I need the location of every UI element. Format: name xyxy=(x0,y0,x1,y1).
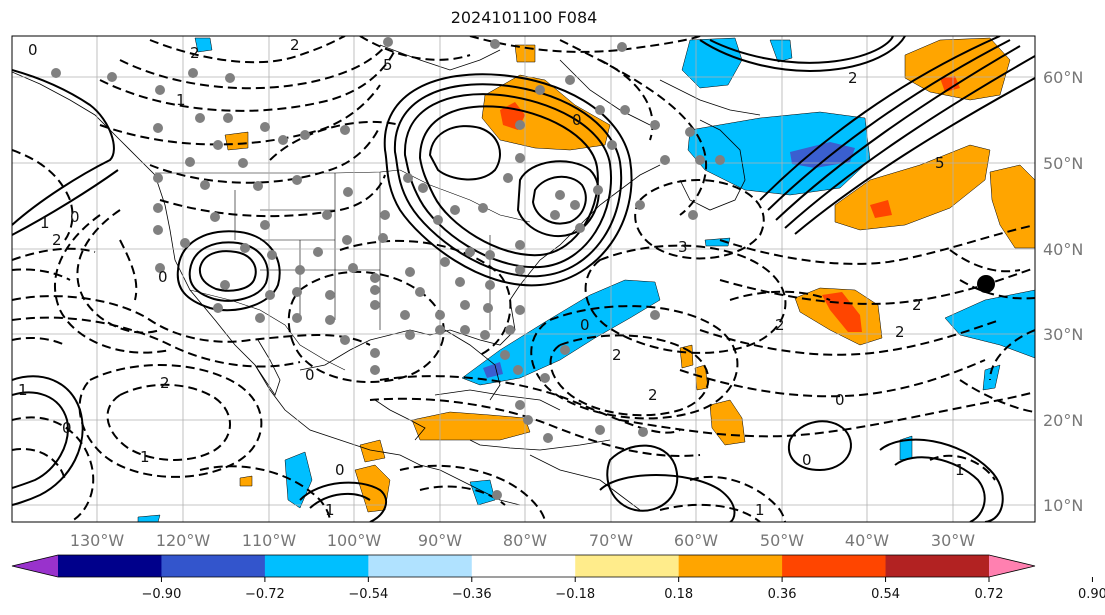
lon-label: 90°W xyxy=(418,531,462,550)
contour-label: 1 xyxy=(140,448,150,466)
contour-label: 0 xyxy=(572,111,582,129)
lon-label: 60°W xyxy=(674,531,718,550)
longitude-labels: 130°W 120°W 110°W 100°W 90°W 80°W 70°W 6… xyxy=(70,531,975,550)
contour-label: 0 xyxy=(802,451,812,469)
contour-label: 0 xyxy=(158,268,168,286)
lon-label: 110°W xyxy=(242,531,297,550)
lon-label: 130°W xyxy=(70,531,125,550)
station-markers xyxy=(51,37,725,500)
contour-label: 0 xyxy=(62,419,72,437)
colorbar-segment xyxy=(471,555,576,577)
contour-labels: 0 2 1 5 2 0 2 0 1 0 0 0 1 2 0 0 1 2 2 2 … xyxy=(18,36,965,519)
lon-label: 30°W xyxy=(931,531,975,550)
colorbar-segment xyxy=(368,555,473,577)
contour-label: 0 xyxy=(835,391,845,409)
contour-label: 5 xyxy=(935,154,945,172)
colorbar-segment xyxy=(575,555,680,577)
contour-label: 2 xyxy=(160,374,170,392)
lat-label: 40°N xyxy=(1043,240,1083,259)
contour-label: 2 xyxy=(775,316,785,334)
colorbar-segment xyxy=(58,555,162,577)
colorbar-tick-label: −0.18 xyxy=(555,587,595,602)
colorbar-tick-label: 0.90 xyxy=(1078,587,1105,602)
lon-label: 100°W xyxy=(327,531,382,550)
colorbar-tick-label: 0.72 xyxy=(975,587,1004,602)
contour-label: 2 xyxy=(895,323,905,341)
contour-label: 2 xyxy=(912,296,922,314)
lat-label: 30°N xyxy=(1043,325,1083,344)
contour-label: 1 xyxy=(755,501,765,519)
contour-label: 1 xyxy=(18,381,28,399)
colorbar-segment xyxy=(782,555,887,577)
contour-label: 0 xyxy=(335,461,345,479)
contour-label: 1 xyxy=(325,501,335,519)
colorbar-tick-label: −0.72 xyxy=(245,587,285,602)
lat-label: 50°N xyxy=(1043,154,1083,173)
colorbar-outline xyxy=(11,554,1036,578)
lat-label: 60°N xyxy=(1043,68,1083,87)
colorbar-tick-label: −0.90 xyxy=(142,587,182,602)
colorbar-tick-label: 0.54 xyxy=(871,587,900,602)
black-station-marker xyxy=(977,275,995,293)
solid-contours xyxy=(12,36,1035,522)
contour-label: 0 xyxy=(70,208,80,226)
latitude-labels: 60°N 50°N 40°N 30°N 20°N 10°N xyxy=(1043,68,1083,515)
lat-label: 10°N xyxy=(1043,496,1083,515)
contour-label: 2 xyxy=(648,386,658,404)
contour-label: 1 xyxy=(176,91,186,109)
contour-label: 2 xyxy=(612,346,622,364)
colorbar-segment xyxy=(678,555,783,577)
lon-label: 40°W xyxy=(845,531,889,550)
contour-label: 0 xyxy=(580,316,590,334)
contour-label: 3 xyxy=(678,238,688,256)
colorbar: −0.90 −0.72 −0.54 −0.36 −0.18 0.18 0.36 0.54 0.7… xyxy=(11,554,1105,602)
contour-label: 1 xyxy=(955,461,965,479)
colorbar-tick-label: −0.54 xyxy=(348,587,388,602)
contour-label: 2 xyxy=(290,36,300,54)
contour-label: 0 xyxy=(28,41,38,59)
colorbar-segment xyxy=(885,555,990,577)
contour-label: 2 xyxy=(848,69,858,87)
contour-label: 2 xyxy=(190,44,200,62)
lon-label: 50°W xyxy=(760,531,804,550)
colorbar-tick-label: 0.36 xyxy=(768,587,797,602)
contour-label: 1 xyxy=(40,214,50,232)
lat-label: 20°N xyxy=(1043,411,1083,430)
contour-label: 0 xyxy=(305,366,315,384)
colorbar-tick-label: −0.36 xyxy=(452,587,492,602)
lon-label: 70°W xyxy=(589,531,633,550)
contour-label: 2 xyxy=(52,231,62,249)
colorbar-tick-label: 0.18 xyxy=(664,587,693,602)
map-title: 2024101100 F084 xyxy=(450,8,598,27)
lon-label: 80°W xyxy=(503,531,547,550)
colorbar-extension-high xyxy=(989,555,1035,577)
lon-label: 120°W xyxy=(156,531,211,550)
contour-label: 5 xyxy=(383,56,393,74)
colorbar-segment xyxy=(161,555,266,577)
colorbar-extension-low xyxy=(12,555,58,577)
colorbar-segment xyxy=(264,555,369,577)
